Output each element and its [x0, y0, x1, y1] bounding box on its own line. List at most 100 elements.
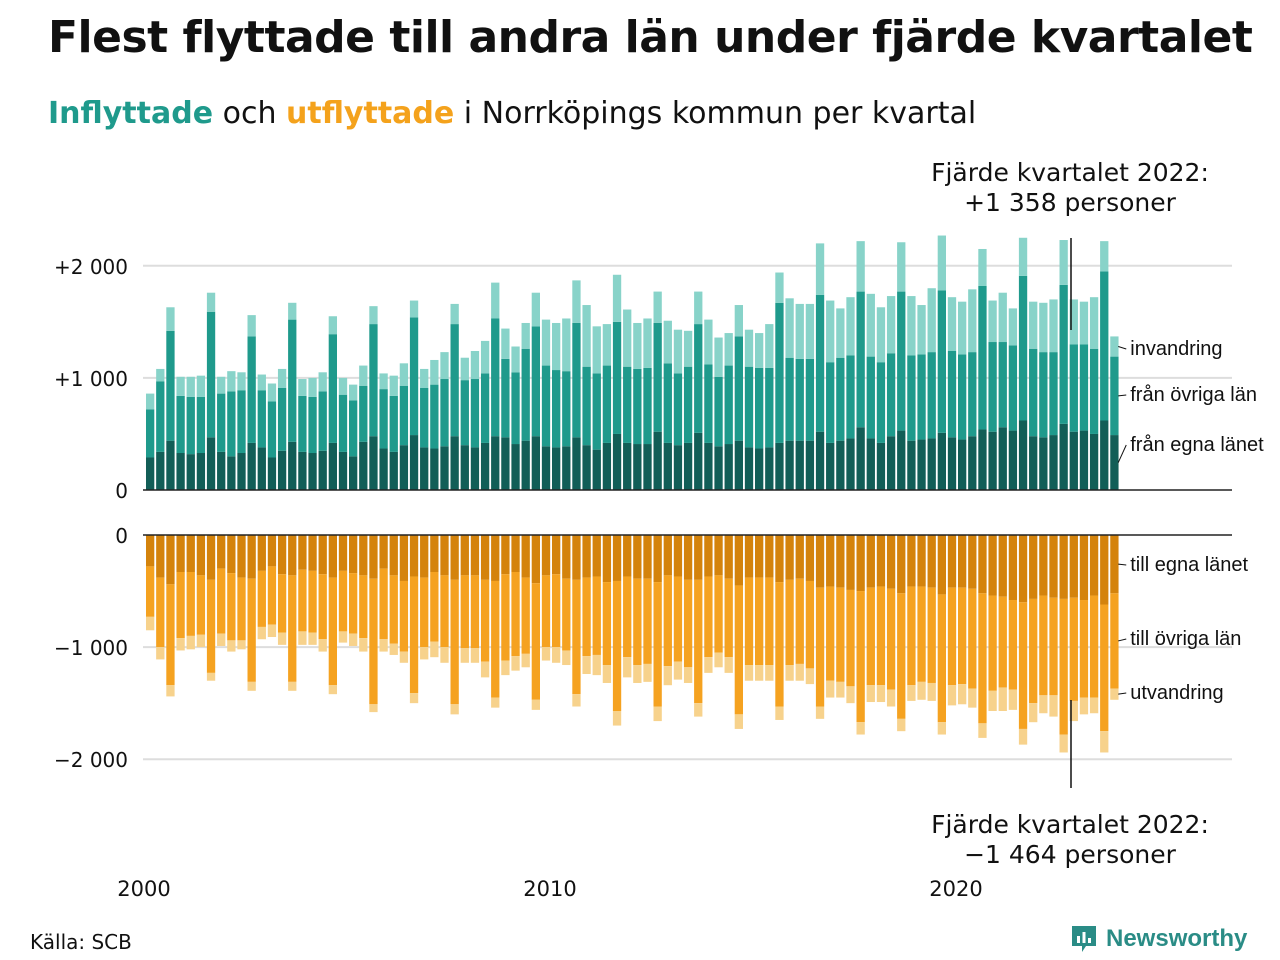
- bar-in-0: [1008, 430, 1018, 490]
- series-label-in: invandring: [1130, 338, 1222, 360]
- bar-in-0: [277, 450, 287, 490]
- bar-out-1: [227, 573, 236, 641]
- bar-in-0: [1110, 435, 1119, 490]
- subtitle-och: och: [213, 96, 286, 131]
- bar-out-0: [673, 535, 683, 577]
- bar-in-0: [267, 457, 277, 490]
- bar-in-0: [369, 436, 378, 490]
- bar-out-2: [815, 706, 825, 719]
- bar-in-2: [836, 308, 845, 358]
- bar-in-1: [1069, 344, 1078, 432]
- bar-out-1: [562, 578, 571, 651]
- bar-out-0: [1059, 535, 1068, 599]
- bar-out-2: [907, 685, 916, 701]
- chart-subtitle: Inflyttade och utflyttade i Norrköpings …: [48, 96, 976, 131]
- bar-out-2: [1018, 728, 1028, 745]
- bar-out-2: [399, 651, 409, 663]
- bar-out-1: [765, 577, 774, 666]
- newsworthy-logo-icon: [1072, 926, 1096, 952]
- bar-in-1: [399, 385, 409, 446]
- bar-in-1: [694, 324, 703, 433]
- bar-in-0: [846, 438, 855, 490]
- bar-in-0: [775, 442, 784, 490]
- series-label-out: till egna länet: [1130, 554, 1248, 576]
- bar-in-0: [866, 438, 875, 490]
- bar-out-1: [1110, 593, 1119, 689]
- bar-out-1: [785, 579, 794, 666]
- bar-out-0: [430, 535, 439, 572]
- bar-in-1: [206, 311, 216, 438]
- bar-in-2: [562, 318, 571, 372]
- bar-out-1: [369, 578, 378, 705]
- bar-in-2: [978, 248, 987, 286]
- series-label-in: från övriga län: [1130, 384, 1257, 406]
- bar-in-0: [206, 437, 216, 490]
- subtitle-inflyttade: Inflyttade: [48, 96, 214, 131]
- bar-out-1: [186, 571, 195, 636]
- bar-out-0: [775, 535, 784, 583]
- bar-out-1: [206, 579, 216, 673]
- bar-in-2: [633, 322, 642, 369]
- bar-in-0: [460, 445, 469, 490]
- bar-out-2: [1049, 695, 1058, 717]
- bar-out-2: [430, 641, 439, 658]
- bar-in-0: [572, 437, 581, 490]
- bar-out-1: [704, 576, 713, 658]
- bar-out-0: [511, 535, 520, 572]
- bar-in-1: [1089, 348, 1099, 434]
- bar-in-1: [866, 356, 875, 439]
- bar-in-2: [298, 379, 307, 396]
- bar-in-0: [592, 449, 601, 490]
- bar-out-0: [277, 535, 287, 575]
- bar-out-0: [927, 535, 936, 588]
- bar-out-2: [267, 624, 277, 638]
- bar-out-2: [166, 685, 175, 697]
- bar-in-0: [815, 431, 825, 490]
- bar-in-1: [907, 355, 916, 441]
- bar-in-0: [389, 451, 398, 490]
- bar-out-0: [217, 535, 226, 569]
- bar-in-1: [704, 364, 713, 443]
- bar-in-0: [795, 440, 804, 490]
- bar-in-2: [1039, 302, 1048, 353]
- bar-out-0: [1029, 535, 1038, 599]
- bar-in-0: [1089, 433, 1099, 490]
- bar-out-0: [328, 535, 337, 578]
- bar-out-2: [947, 685, 957, 706]
- bar-in-2: [379, 373, 388, 390]
- bar-in-2: [318, 372, 327, 392]
- bar-out-1: [663, 575, 672, 667]
- bar-out-1: [978, 593, 987, 724]
- bar-out-1: [623, 576, 632, 658]
- bar-out-0: [1069, 535, 1078, 598]
- bar-in-2: [937, 235, 946, 291]
- bar-in-0: [927, 438, 936, 490]
- brand-name: Newsworthy: [1106, 925, 1248, 952]
- bar-in-2: [704, 319, 713, 365]
- bar-out-0: [562, 535, 571, 579]
- bar-out-1: [917, 586, 926, 682]
- bar-in-1: [1029, 348, 1038, 437]
- label-leader: [1118, 638, 1127, 642]
- bar-out-0: [176, 535, 185, 572]
- bar-out-1: [521, 577, 530, 654]
- annotation-bottom-line2: −1 464 personer: [964, 840, 1177, 869]
- bar-out-2: [156, 647, 165, 660]
- annotation-top-line2: +1 358 personer: [964, 188, 1177, 217]
- bar-out-1: [1089, 595, 1099, 698]
- labels: Fjärde kvartalet 2022: +1 358 personer F…: [54, 158, 1264, 901]
- bar-out-2: [592, 654, 601, 676]
- bar-in-0: [897, 430, 906, 490]
- bar-in-2: [612, 274, 622, 322]
- y-tick-label: −2 000: [54, 748, 128, 772]
- bar-in-1: [947, 350, 957, 438]
- bar-out-2: [369, 704, 378, 713]
- bar-in-0: [724, 444, 733, 490]
- bar-in-2: [531, 292, 540, 327]
- bar-in-2: [217, 376, 226, 394]
- bar-in-1: [633, 368, 642, 445]
- bar-in-1: [673, 373, 683, 446]
- bar-out-0: [420, 535, 429, 578]
- bar-out-1: [643, 578, 652, 664]
- bar-out-2: [1029, 703, 1038, 723]
